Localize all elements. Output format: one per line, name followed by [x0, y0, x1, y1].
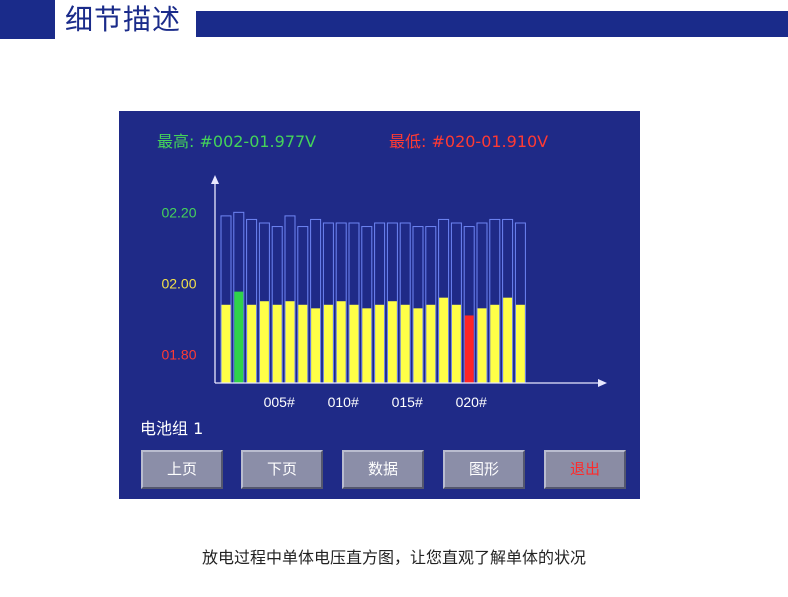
- voltage-bar: [490, 304, 500, 383]
- voltage-bar: [336, 301, 346, 383]
- prev-page-button[interactable]: 上页: [141, 450, 223, 489]
- min-voltage-label: 最低: #020-01.910V: [389, 132, 549, 151]
- voltage-bar: [362, 308, 372, 383]
- voltage-bar: [515, 304, 525, 383]
- voltage-bar: [285, 301, 295, 383]
- battery-monitor-screen: 最高: #002-01.977V 最低: #020-01.910V 02.20 0…: [119, 111, 640, 499]
- voltage-bar: [400, 304, 410, 383]
- header-accent-bar: [196, 11, 788, 37]
- voltage-bar: [387, 301, 397, 383]
- y-axis-arrow: [211, 175, 219, 184]
- voltage-bar: [375, 304, 385, 383]
- x-tick-label: 005#: [264, 394, 295, 410]
- voltage-bar: [439, 297, 449, 383]
- battery-group-label: 电池组 1: [140, 419, 204, 438]
- voltage-bar: [426, 304, 436, 383]
- exit-button[interactable]: 退出: [544, 450, 626, 489]
- y-tick-label: 01.80: [161, 347, 196, 363]
- graph-button[interactable]: 图形: [443, 450, 525, 489]
- voltage-bar: [221, 304, 231, 383]
- x-tick-label: 020#: [456, 394, 487, 410]
- voltage-bar: [477, 308, 487, 383]
- voltage-bar: [503, 297, 513, 383]
- voltage-bar: [451, 304, 461, 383]
- cell-voltage-histogram: 02.20 02.00 01.80 005# 010# 015# 020#: [161, 175, 607, 410]
- voltage-bar: [323, 304, 333, 383]
- voltage-bar: [311, 308, 321, 383]
- voltage-bar: [464, 315, 474, 383]
- data-button[interactable]: 数据: [342, 450, 424, 489]
- header-accent-block: [0, 0, 55, 39]
- caption-text: 放电过程中单体电压直方图，让您直观了解单体的状况: [201, 548, 586, 567]
- next-page-button[interactable]: 下页: [241, 450, 323, 489]
- section-title: 细节描述: [65, 3, 182, 36]
- x-tick-label: 010#: [328, 394, 359, 410]
- max-voltage-label: 最高: #002-01.977V: [157, 132, 317, 151]
- y-tick-label: 02.00: [161, 275, 196, 291]
- x-axis-arrow: [598, 379, 607, 387]
- voltage-bar: [349, 304, 359, 383]
- voltage-bar: [272, 304, 282, 383]
- voltage-bar: [247, 304, 257, 383]
- voltage-bar: [259, 301, 269, 383]
- y-tick-label: 02.20: [161, 204, 196, 220]
- voltage-bar: [298, 304, 308, 383]
- x-tick-label: 015#: [392, 394, 423, 410]
- voltage-bar: [413, 308, 423, 383]
- voltage-bar: [234, 291, 244, 383]
